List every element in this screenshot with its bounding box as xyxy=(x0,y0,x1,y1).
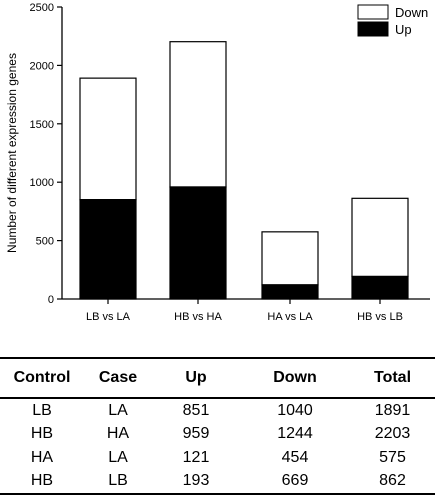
bars xyxy=(79,41,409,300)
bar-up-4 xyxy=(351,275,409,300)
table-cell: HB xyxy=(30,425,54,443)
table-cell: 1891 xyxy=(374,401,411,419)
table-cell: 193 xyxy=(182,472,210,490)
legend: Down Up xyxy=(357,4,428,37)
column-header: Up xyxy=(185,369,207,386)
table-cell: 1244 xyxy=(277,425,313,443)
legend-label-up: Up xyxy=(395,22,412,37)
x-axis-ticks: LB vs LA HB vs HA HA vs LA HB vs LB xyxy=(86,299,403,323)
table-cell: HA xyxy=(30,448,54,466)
table-cell: 1040 xyxy=(277,401,313,419)
table-cell: 2203 xyxy=(374,425,411,443)
y-tick-label: 1000 xyxy=(30,177,54,189)
x-tick-label: HB vs LB xyxy=(357,311,403,323)
table-row: LB LA 851 1040 1891 xyxy=(0,398,435,423)
stacked-bar-chart: 0 500 1000 1500 2000 2500 LB vs LA HB vs HA HA … xyxy=(5,2,430,323)
y-tick-label: 500 xyxy=(36,236,54,248)
column-header: Total xyxy=(373,369,412,386)
table-cell: LB xyxy=(108,472,128,490)
deg-summary-table: Control Case Up Down Total LB LA 851 1040 1891 HB… xyxy=(0,357,435,495)
x-tick-label: LB vs LA xyxy=(86,311,131,323)
table-cell: 669 xyxy=(281,472,309,490)
y-tick-label: 1500 xyxy=(30,119,54,131)
bar-down-2 xyxy=(169,41,227,188)
legend-swatch-down xyxy=(357,4,389,20)
table-cell: HB xyxy=(30,472,54,490)
table-row: HB HA 959 1244 2203 xyxy=(0,423,435,447)
table-cell: 851 xyxy=(182,401,210,419)
table-cell: LA xyxy=(108,401,128,419)
bar-up-1 xyxy=(79,199,137,300)
x-tick-label: HB vs HA xyxy=(174,311,222,323)
table-cell: LB xyxy=(32,401,52,419)
bar-down-3 xyxy=(261,231,319,286)
column-header: Down xyxy=(273,369,317,386)
bar-down-1 xyxy=(79,77,137,201)
y-tick-label: 0 xyxy=(48,294,54,306)
table-cell: 121 xyxy=(182,448,210,466)
column-header: Control xyxy=(13,369,71,386)
y-axis-title: Number of different expression genes xyxy=(5,53,19,253)
table-header-row: Control Case Up Down Total xyxy=(0,358,435,398)
y-axis-ticks: 0 500 1000 1500 2000 2500 xyxy=(30,2,62,306)
table-cell: HA xyxy=(106,425,130,443)
legend-label-down: Down xyxy=(395,5,428,20)
bar-up-2 xyxy=(169,186,227,300)
table-cell: 862 xyxy=(379,472,406,490)
table-body: LB LA 851 1040 1891 HB HA 959 1244 2203 HA LA 121 454… xyxy=(0,398,435,494)
table-cell: LA xyxy=(108,448,128,466)
bar-down-4 xyxy=(351,197,409,278)
table-header: Control Case Up Down Total xyxy=(0,358,435,398)
y-tick-label: 2000 xyxy=(30,60,54,72)
table-row: HA LA 121 454 575 xyxy=(0,446,435,470)
table-cell: 454 xyxy=(281,448,309,466)
bar-up-3 xyxy=(261,284,319,300)
table-cell: 575 xyxy=(379,448,406,466)
x-tick-label: HA vs LA xyxy=(267,311,313,323)
table-cell: 959 xyxy=(182,425,210,443)
y-tick-label: 2500 xyxy=(30,2,54,14)
table-row: HB LB 193 669 862 xyxy=(0,470,435,494)
column-header: Case xyxy=(98,369,138,386)
legend-swatch-up xyxy=(357,21,389,37)
